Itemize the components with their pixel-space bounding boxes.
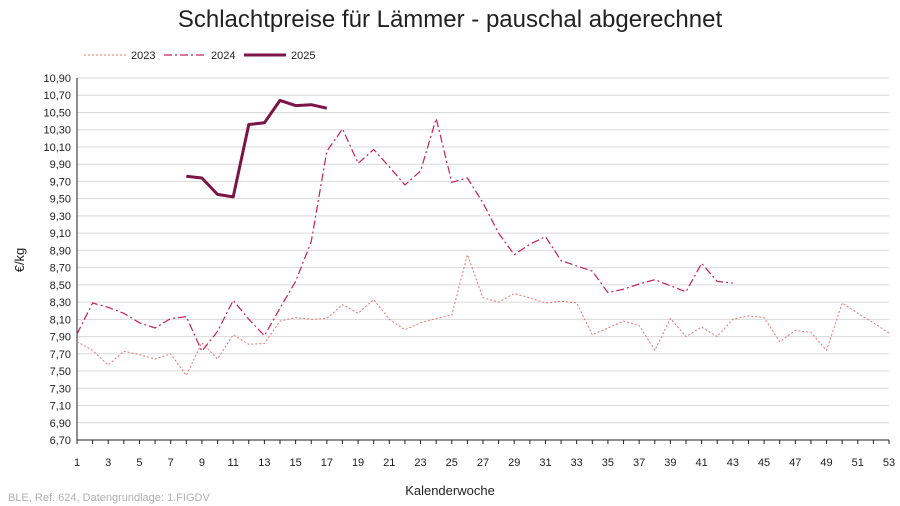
y-tick-label: 8,70 xyxy=(50,263,71,275)
y-tick-label: 7,10 xyxy=(50,401,71,413)
x-axis-ticks: 1 3 5 7 9 11 13 15 17 19 21 23 25 27 29 31 33 35 37 39 41 43 4… xyxy=(74,457,895,469)
series-2024-line xyxy=(76,117,733,352)
y-axis-title: €/kg xyxy=(12,248,27,273)
y-tick-label: 10,50 xyxy=(43,107,71,119)
y-tick-label: 9,70 xyxy=(50,176,71,188)
x-tick-label: 35 xyxy=(602,457,614,469)
series-2025-line xyxy=(186,98,328,199)
chart-title: Schlachtpreise für Lämmer - pauschal abg… xyxy=(177,6,723,33)
source-note: BLE, Ref. 624, Datengrundlage: 1.FIGDV xyxy=(8,492,210,504)
x-tick-label: 31 xyxy=(539,457,551,469)
series-2023-line xyxy=(76,254,890,376)
y-tick-label: 7,90 xyxy=(50,332,71,344)
x-tick-label: 15 xyxy=(289,457,301,469)
x-tick-label: 45 xyxy=(758,457,770,469)
y-tick-label: 7,70 xyxy=(50,349,71,361)
y-tick-label: 9,90 xyxy=(50,159,71,171)
y-axis-ticks: 6,70 6,90 7,10 7,30 7,50 7,70 7,90 8,10 8,30 8,50… xyxy=(43,73,71,447)
y-tick-label: 10,90 xyxy=(43,73,71,85)
y-tick-label: 8,10 xyxy=(50,314,71,326)
x-tick-label: 5 xyxy=(136,457,142,469)
legend-label-2024: 2024 xyxy=(211,50,235,62)
x-tick-label: 3 xyxy=(105,457,111,469)
x-tick-label: 21 xyxy=(383,457,395,469)
x-tick-label: 47 xyxy=(789,457,801,469)
x-tick-label: 29 xyxy=(508,457,520,469)
gridlines xyxy=(77,77,889,424)
x-tick-label: 23 xyxy=(414,457,426,469)
y-tick-label: 8,50 xyxy=(50,280,71,292)
x-tick-label: 25 xyxy=(446,457,458,469)
y-tick-label: 7,50 xyxy=(50,366,71,378)
legend-label-2023: 2023 xyxy=(131,50,155,62)
x-tick-label: 17 xyxy=(321,457,333,469)
x-tick-label: 7 xyxy=(168,457,174,469)
x-tick-label: 1 xyxy=(74,457,80,469)
y-tick-label: 9,50 xyxy=(50,194,71,206)
x-tick-label: 11 xyxy=(227,457,238,469)
x-tick-label: 9 xyxy=(199,457,205,469)
x-tick-label: 49 xyxy=(820,457,832,469)
y-tick-label: 10,10 xyxy=(43,142,71,154)
x-tick-label: 37 xyxy=(633,457,645,469)
y-tick-label: 6,90 xyxy=(50,418,71,430)
y-tick-label: 9,30 xyxy=(50,211,71,223)
x-tick-label: 39 xyxy=(664,457,676,469)
x-tick-label: 41 xyxy=(695,457,707,469)
y-tick-label: 7,30 xyxy=(50,383,71,395)
x-tick-label: 27 xyxy=(477,457,489,469)
y-tick-label: 10,30 xyxy=(43,125,71,137)
x-tick-label: 19 xyxy=(352,457,364,469)
x-tick-label: 33 xyxy=(571,457,583,469)
y-tick-label: 8,30 xyxy=(50,297,71,309)
y-tick-label: 10,70 xyxy=(43,90,71,102)
series-lines xyxy=(76,98,890,376)
y-tick-label: 6,70 xyxy=(50,435,71,447)
legend: 2023 2024 2025 xyxy=(84,50,315,62)
axes xyxy=(76,78,890,444)
x-tick-label: 53 xyxy=(883,457,895,469)
legend-label-2025: 2025 xyxy=(291,50,315,62)
x-tick-label: 43 xyxy=(727,457,739,469)
x-tick-label: 13 xyxy=(258,457,270,469)
y-tick-label: 8,90 xyxy=(50,245,71,257)
y-tick-label: 9,10 xyxy=(50,228,71,240)
x-tick-label: 51 xyxy=(852,457,864,469)
x-axis-title: Kalenderwoche xyxy=(405,483,495,498)
